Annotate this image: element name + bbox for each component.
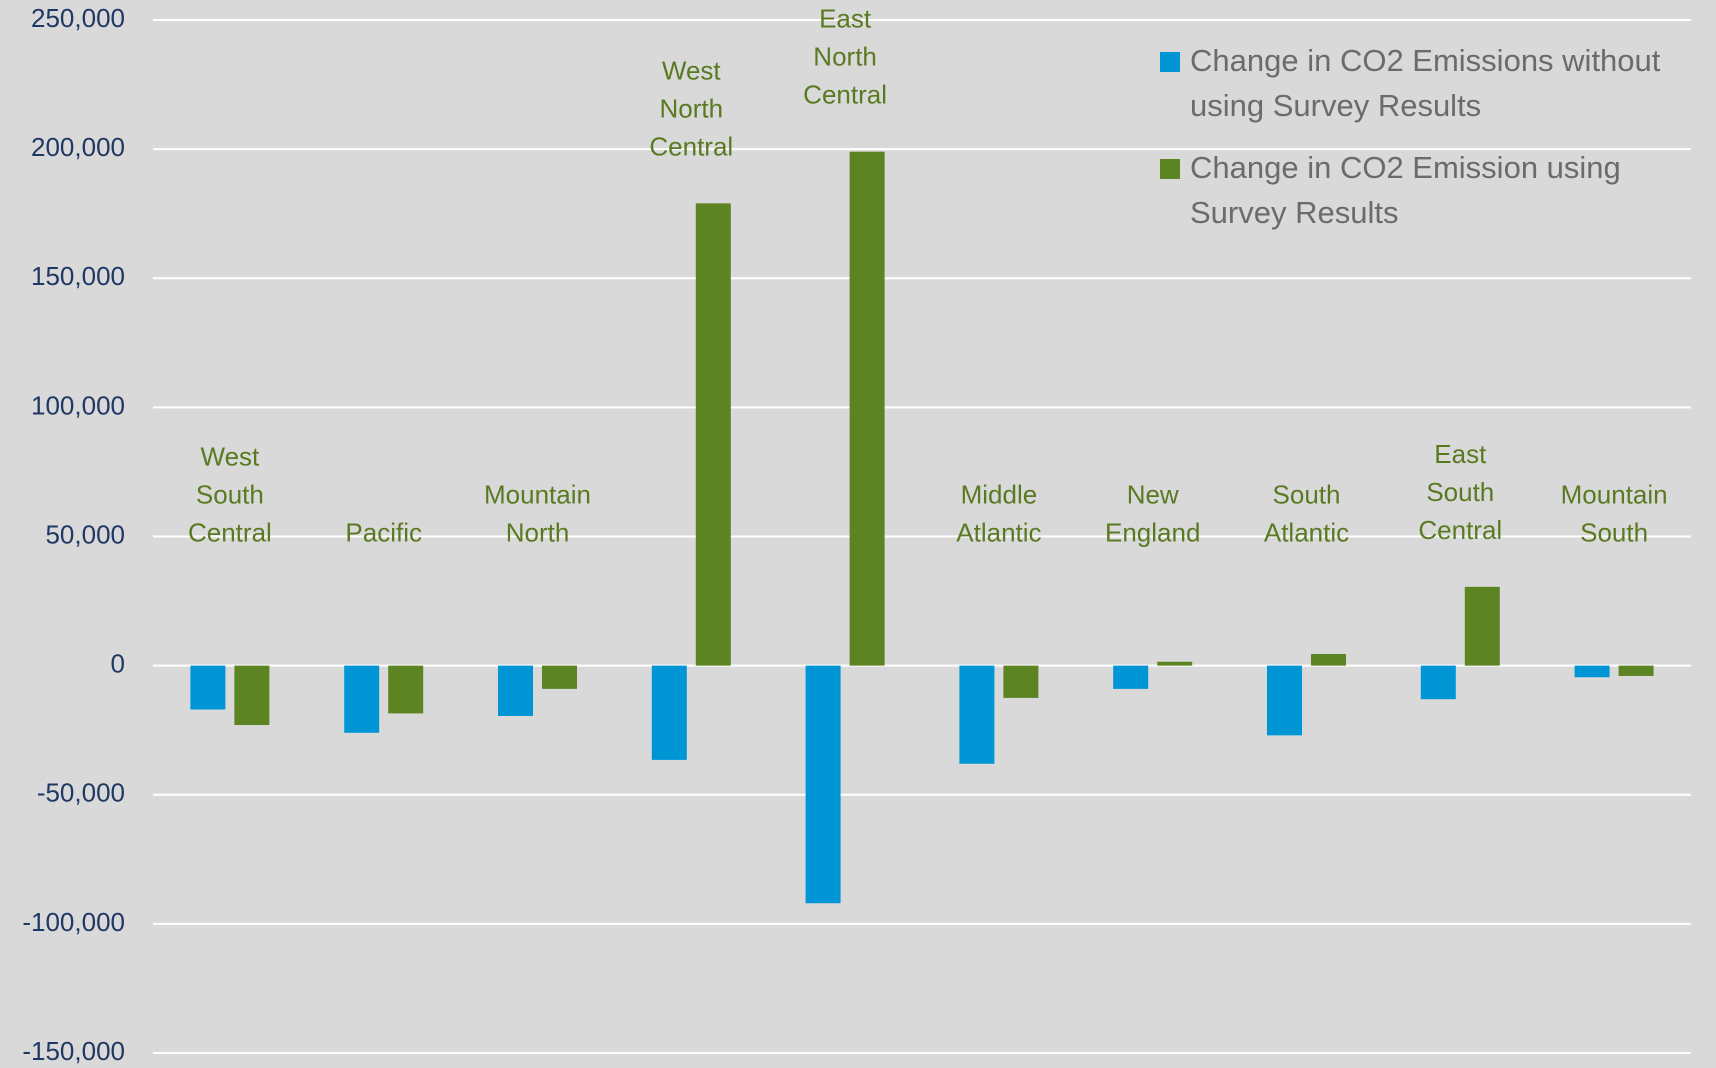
- bar: [651, 665, 687, 760]
- category-label-line: Atlantic: [1264, 518, 1349, 548]
- category-label-line: East: [819, 4, 872, 34]
- y-tick-label: 250,000: [31, 3, 125, 33]
- category-label-line: New: [1127, 480, 1179, 510]
- bar: [1157, 661, 1193, 666]
- category-label-line: South: [1580, 518, 1648, 548]
- y-tick-label: 150,000: [31, 261, 125, 291]
- bar: [959, 665, 995, 764]
- bar: [1618, 665, 1654, 676]
- y-tick-label: 200,000: [31, 132, 125, 162]
- bar: [1311, 654, 1346, 666]
- legend-line: Survey Results: [1190, 195, 1398, 230]
- bar: [542, 665, 577, 689]
- category-label: East South Central: [1418, 439, 1502, 545]
- category-label-line: North: [506, 518, 570, 548]
- category-label-line: Pacific: [345, 518, 422, 548]
- category-label-line: Central: [649, 131, 733, 161]
- category-label: Mountain North: [484, 480, 591, 548]
- legend-label: Change in CO2 Emissions without using Sur…: [1190, 43, 1661, 123]
- bar: [1003, 665, 1039, 698]
- category-label: Mountain South: [1561, 480, 1668, 548]
- category-label-line: South: [1426, 477, 1494, 507]
- bar: [695, 203, 731, 666]
- bar: [849, 151, 885, 666]
- bar: [498, 665, 533, 716]
- category-label-line: South: [196, 480, 264, 510]
- bar: [190, 665, 226, 710]
- legend-swatch: [1160, 159, 1180, 179]
- category-label-line: West: [201, 442, 261, 472]
- bar: [1113, 665, 1149, 689]
- bar: [1420, 665, 1456, 700]
- y-tick-label: 50,000: [45, 519, 125, 549]
- y-tick-label: -100,000: [22, 907, 125, 937]
- category-label: New England: [1105, 480, 1200, 548]
- legend-line: Change in CO2 Emission using: [1190, 150, 1621, 185]
- category-label: West North Central: [649, 55, 733, 161]
- bar: [1574, 665, 1610, 678]
- category-label: Middle Atlantic: [956, 480, 1041, 548]
- category-label-line: South: [1273, 480, 1341, 510]
- legend-line: Change in CO2 Emissions without: [1190, 43, 1661, 78]
- category-label: Pacific: [345, 518, 422, 548]
- category-label-line: Central: [1418, 515, 1502, 545]
- bar: [1464, 586, 1500, 666]
- category-label-line: Atlantic: [956, 518, 1041, 548]
- category-label-line: East: [1434, 439, 1487, 469]
- category-label-line: West: [662, 55, 722, 85]
- bar: [344, 665, 380, 733]
- bar: [234, 665, 270, 726]
- category-label: West South Central: [188, 442, 272, 548]
- legend-line: using Survey Results: [1190, 88, 1481, 123]
- bar: [388, 665, 424, 714]
- legend-swatch: [1160, 52, 1180, 72]
- category-label: East North Central: [803, 4, 887, 110]
- category-label-line: North: [660, 93, 724, 123]
- y-tick-label: -150,000: [22, 1036, 125, 1066]
- category-label: South Atlantic: [1264, 480, 1349, 548]
- y-tick-label: -50,000: [37, 778, 125, 808]
- bar: [805, 665, 841, 904]
- category-label-line: Middle: [961, 480, 1038, 510]
- bar: [1267, 665, 1302, 736]
- category-label-line: Mountain: [1561, 480, 1668, 510]
- category-label-line: Central: [803, 80, 887, 110]
- category-label-line: Mountain: [484, 480, 591, 510]
- y-tick-label: 0: [111, 649, 125, 679]
- legend-label: Change in CO2 Emission using Survey Resul…: [1190, 150, 1621, 230]
- category-label-line: North: [813, 42, 877, 72]
- y-tick-label: 100,000: [31, 390, 125, 420]
- category-label-line: Central: [188, 518, 272, 548]
- category-label-line: England: [1105, 518, 1200, 548]
